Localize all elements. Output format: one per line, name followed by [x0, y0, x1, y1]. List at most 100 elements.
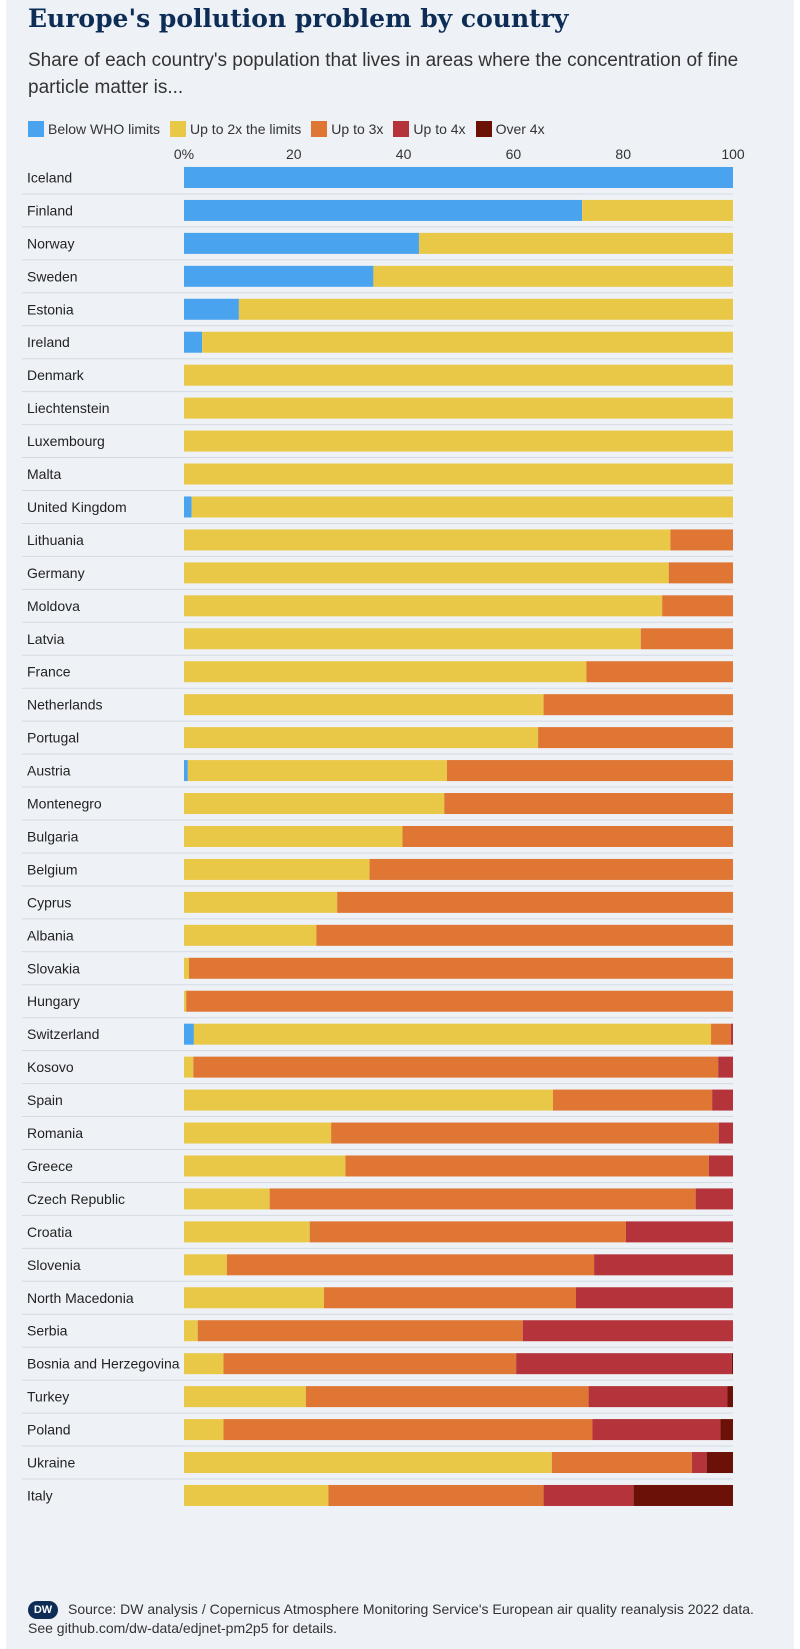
bar-up-to-2x-the-limits-turkey [184, 1386, 306, 1408]
category-label-bulgaria: Bulgaria [27, 828, 79, 844]
bar-up-to-2x-the-limits-bulgaria [184, 825, 403, 847]
chart-card: Europe's pollution problem by country Sh… [6, 0, 794, 1649]
category-label-denmark: Denmark [27, 367, 85, 383]
bar-up-to-2x-the-limits-france [184, 661, 587, 683]
legend-item-up-to-4x: Up to 4x [393, 121, 466, 137]
bar-up-to-2x-the-limits-lithuania [184, 529, 671, 551]
bar-up-to-2x-the-limits-belgium [184, 858, 370, 880]
bar-up-to-3x-montenegro [444, 793, 733, 815]
bar-up-to-2x-the-limits-croatia [184, 1221, 310, 1243]
category-label-netherlands: Netherlands [27, 697, 103, 713]
bar-up-to-2x-the-limits-czech-republic [184, 1188, 270, 1210]
category-label-belgium: Belgium [27, 861, 78, 877]
bar-up-to-3x-slovakia [188, 957, 734, 979]
bar-up-to-3x-netherlands [543, 694, 733, 716]
bar-up-to-3x-portugal [538, 727, 733, 749]
bar-up-to-4x-slovenia [594, 1254, 733, 1276]
x-tick-label: 0% [174, 146, 194, 162]
category-label-ireland: Ireland [27, 334, 70, 350]
category-label-ukraine: Ukraine [27, 1455, 75, 1471]
legend-item-up-to-2x: Up to 2x the limits [170, 121, 301, 137]
bar-up-to-4x-turkey [588, 1386, 728, 1408]
bar-below-who-limits-austria [184, 760, 188, 782]
bar-up-to-3x-poland [223, 1419, 593, 1441]
category-label-slovakia: Slovakia [27, 960, 80, 976]
bar-below-who-limits-finland [184, 199, 583, 221]
bar-up-to-2x-the-limits-slovakia [184, 957, 189, 979]
bar-up-to-3x-france [586, 661, 733, 683]
bar-up-to-3x-croatia [309, 1221, 626, 1243]
legend-label: Up to 3x [331, 121, 384, 137]
bar-below-who-limits-united-kingdom [184, 496, 192, 518]
x-tick-label: 60 [506, 146, 522, 162]
bar-up-to-2x-the-limits-germany [184, 562, 669, 584]
bar-up-to-4x-croatia [625, 1221, 733, 1243]
category-label-switzerland: Switzerland [27, 1026, 99, 1042]
bar-up-to-3x-switzerland [711, 1023, 731, 1045]
bar-up-to-2x-the-limits-cyprus [184, 891, 338, 913]
bar-up-to-3x-germany [668, 562, 733, 584]
bar-up-to-4x-serbia [522, 1320, 733, 1342]
bar-up-to-2x-the-limits-netherlands [184, 694, 544, 716]
bar-up-to-2x-the-limits-hungary [184, 990, 187, 1012]
bar-up-to-3x-bosnia-and-herzegovina [223, 1353, 517, 1375]
category-label-albania: Albania [27, 927, 74, 943]
category-label-moldova: Moldova [27, 598, 80, 614]
category-label-austria: Austria [27, 763, 71, 779]
bar-below-who-limits-norway [184, 232, 419, 254]
bar-up-to-2x-the-limits-portugal [184, 727, 539, 749]
bar-up-to-3x-hungary [186, 990, 734, 1012]
bar-up-to-3x-turkey [305, 1386, 589, 1408]
category-label-bosnia-and-herzegovina: Bosnia and Herzegovina [27, 1356, 180, 1372]
bar-up-to-3x-cyprus [337, 891, 733, 913]
bar-up-to-3x-ukraine [551, 1452, 692, 1474]
bar-up-to-3x-spain [552, 1089, 713, 1111]
legend-label: Over 4x [495, 121, 545, 137]
bar-over-4x-ukraine [706, 1452, 733, 1474]
legend-swatch [393, 121, 410, 137]
category-label-luxembourg: Luxembourg [27, 433, 105, 449]
bar-up-to-2x-the-limits-bosnia-and-herzegovina [184, 1353, 224, 1375]
category-label-croatia: Croatia [27, 1224, 72, 1240]
bar-up-to-3x-greece [345, 1155, 709, 1177]
legend-item-below-who: Below WHO limits [28, 121, 160, 137]
bar-up-to-2x-the-limits-poland [184, 1419, 224, 1441]
category-label-czech-republic: Czech Republic [27, 1191, 125, 1207]
legend-swatch [311, 121, 328, 137]
bar-up-to-4x-switzerland [730, 1023, 733, 1045]
bar-below-who-limits-estonia [184, 298, 239, 320]
category-label-north-macedonia: North Macedonia [27, 1290, 134, 1306]
bar-up-to-3x-italy [328, 1484, 544, 1506]
category-label-latvia: Latvia [27, 631, 65, 647]
bar-up-to-3x-serbia [197, 1320, 523, 1342]
legend-label: Up to 4x [413, 121, 466, 137]
category-label-malta: Malta [27, 466, 61, 482]
bar-below-who-limits-ireland [184, 331, 203, 353]
bar-up-to-3x-czech-republic [269, 1188, 696, 1210]
bar-up-to-2x-the-limits-finland [582, 199, 733, 221]
bar-up-to-3x-north-macedonia [323, 1287, 576, 1309]
x-tick-label: 20 [286, 146, 302, 162]
bar-up-to-3x-lithuania [670, 529, 733, 551]
bar-up-to-2x-the-limits-latvia [184, 628, 641, 650]
bar-over-4x-poland [720, 1419, 733, 1441]
bar-up-to-2x-the-limits-switzerland [193, 1023, 712, 1045]
category-label-serbia: Serbia [27, 1323, 68, 1339]
bar-over-4x-bosnia-and-herzegovina [731, 1353, 733, 1375]
stacked-bar-chart: 0% 20 40 60 80 100 Iceland Finland Norway Sweden E… [22, 146, 745, 1506]
bar-below-who-limits-sweden [184, 265, 374, 287]
legend: Below WHO limits Up to 2x the limits Up … [28, 119, 555, 139]
legend-swatch [28, 121, 44, 137]
bar-up-to-4x-bosnia-and-herzegovina [516, 1353, 732, 1375]
bar-up-to-2x-the-limits-north-macedonia [184, 1287, 324, 1309]
bar-up-to-2x-the-limits-liechtenstein [184, 397, 733, 419]
category-label-cyprus: Cyprus [27, 894, 71, 910]
bar-below-who-limits-iceland [184, 166, 733, 188]
category-label-spain: Spain [27, 1092, 63, 1108]
source-details-text: See github.com/dw-data/edjnet-pm2p5 for … [28, 1620, 337, 1636]
bar-up-to-3x-kosovo [193, 1056, 719, 1078]
chart-subtitle: Share of each country's population that … [28, 50, 739, 98]
bar-up-to-2x-the-limits-slovenia [184, 1254, 227, 1276]
bar-up-to-2x-the-limits-luxembourg [184, 430, 733, 452]
category-label-montenegro: Montenegro [27, 796, 102, 812]
